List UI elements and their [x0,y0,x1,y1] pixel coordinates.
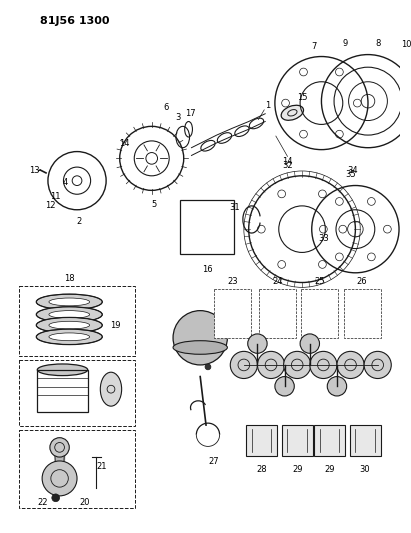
Text: 16: 16 [202,265,212,274]
Circle shape [327,377,346,396]
Bar [344,289,381,338]
Bar [282,425,313,456]
Ellipse shape [36,294,102,310]
Circle shape [284,351,311,378]
Bar [19,286,135,356]
Text: 14: 14 [282,157,293,166]
Text: 20: 20 [80,498,90,507]
Circle shape [42,461,77,496]
Bar [214,289,251,338]
Text: 34: 34 [347,166,358,175]
Text: 28: 28 [256,465,267,474]
Text: 13: 13 [29,166,40,175]
Text: 22: 22 [38,498,48,507]
Bar [19,360,135,426]
Ellipse shape [37,364,88,376]
Bar [37,370,88,413]
Text: 14: 14 [119,139,130,148]
Ellipse shape [36,318,102,333]
Ellipse shape [49,311,90,318]
Text: 23: 23 [227,277,238,286]
Circle shape [364,351,391,378]
Circle shape [257,351,284,378]
Circle shape [275,377,294,396]
Text: 33: 33 [318,235,329,244]
Text: 9: 9 [342,39,347,49]
Bar [350,425,381,456]
Text: 3: 3 [175,113,180,122]
Text: 17: 17 [185,109,196,118]
Ellipse shape [36,329,102,344]
Bar [314,425,345,456]
Text: 5: 5 [151,200,156,209]
Bar [19,430,135,507]
Text: 32: 32 [282,160,293,169]
Circle shape [52,494,60,502]
Text: 6: 6 [164,103,169,112]
Text: 25: 25 [314,277,325,286]
Text: 29: 29 [292,465,302,474]
Bar [180,200,234,254]
Bar [246,425,277,456]
Text: 31: 31 [229,203,240,212]
Ellipse shape [173,341,227,354]
Circle shape [337,351,364,378]
Text: 19: 19 [111,321,121,330]
Circle shape [310,351,337,378]
Ellipse shape [49,298,90,306]
Circle shape [300,334,319,353]
Text: 81J56 1300: 81J56 1300 [40,15,110,26]
Text: 10: 10 [402,41,411,50]
Bar [259,289,296,338]
Circle shape [173,311,227,365]
Text: 11: 11 [51,192,61,201]
Text: 27: 27 [208,457,219,466]
Ellipse shape [350,312,375,319]
Text: 15: 15 [297,93,307,102]
Ellipse shape [36,307,102,322]
Text: 4: 4 [63,178,68,187]
Circle shape [50,438,69,457]
Ellipse shape [49,321,90,329]
Text: 7: 7 [311,42,316,51]
Ellipse shape [265,312,291,319]
Text: 8: 8 [375,39,380,49]
Ellipse shape [307,312,332,319]
Text: 21: 21 [96,462,106,471]
Circle shape [248,334,267,353]
Text: 30: 30 [360,465,370,474]
Text: 12: 12 [45,201,55,211]
Circle shape [230,351,257,378]
Bar [301,289,338,338]
Ellipse shape [49,333,90,341]
Ellipse shape [100,372,122,406]
Ellipse shape [219,312,245,319]
Text: 2: 2 [76,217,82,226]
Circle shape [205,364,211,370]
Text: 35: 35 [345,171,356,179]
Text: 26: 26 [357,277,367,286]
Text: 24: 24 [272,277,283,286]
Text: 29: 29 [324,465,335,474]
Text: 18: 18 [64,274,74,283]
Text: 1: 1 [266,101,271,110]
Ellipse shape [281,105,304,120]
